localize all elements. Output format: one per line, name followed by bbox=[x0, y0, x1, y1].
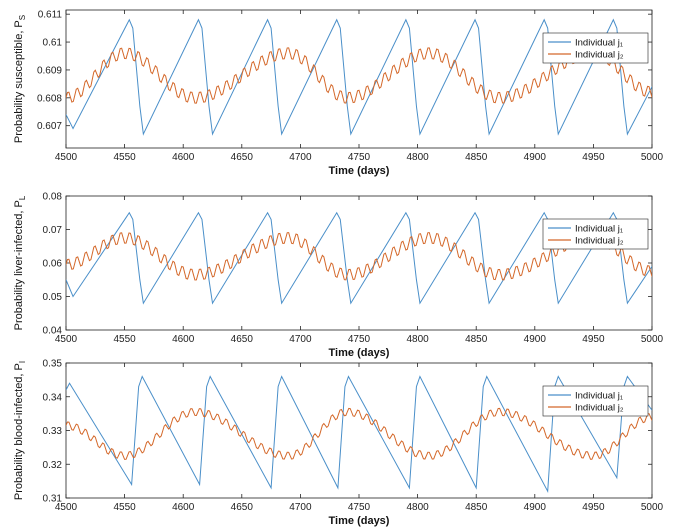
x-tick-label: 4900 bbox=[524, 502, 547, 513]
x-tick-label: 4600 bbox=[172, 152, 195, 163]
x-tick-label: 4900 bbox=[524, 334, 547, 345]
y-axis-label: Probability blood-infected, PI bbox=[13, 361, 27, 500]
y-tick-label: 0.04 bbox=[43, 326, 63, 337]
y-axis-label-text: Probability liver-infected, P bbox=[13, 200, 25, 330]
y-tick-label: 0.34 bbox=[43, 392, 63, 403]
x-tick-label: 4750 bbox=[348, 502, 371, 513]
x-tick-label: 4800 bbox=[406, 152, 429, 163]
x-tick-label: 4500 bbox=[55, 334, 78, 345]
y-tick-label: 0.33 bbox=[43, 426, 63, 437]
legend-box bbox=[542, 385, 649, 417]
series-line-j2 bbox=[66, 232, 652, 281]
x-axis-label: Time (days) bbox=[329, 515, 390, 527]
x-tick-label: 4750 bbox=[348, 334, 371, 345]
series-line-j1 bbox=[66, 211, 652, 305]
y-tick-label: 0.608 bbox=[37, 93, 62, 104]
x-tick-label: 4750 bbox=[348, 152, 371, 163]
x-tick-label: 4950 bbox=[582, 152, 605, 163]
x-tick-label: 4650 bbox=[231, 334, 254, 345]
x-tick-label: 4800 bbox=[406, 334, 429, 345]
y-tick-label: 0.31 bbox=[43, 494, 63, 505]
x-tick-label: 4600 bbox=[172, 334, 195, 345]
legend-box bbox=[542, 218, 649, 250]
y-tick-label: 0.07 bbox=[43, 225, 63, 236]
chart-panel-3: 4500 4550 4600 4650 4700 4750 4800 4850 4900 4950… bbox=[13, 359, 664, 528]
y-axis-label-text: Probability susceptible, P bbox=[13, 20, 25, 143]
x-tick-label: 4500 bbox=[55, 152, 78, 163]
x-tick-label: 4550 bbox=[113, 152, 136, 163]
x-tick-label: 4700 bbox=[289, 502, 312, 513]
x-tick-label: 4600 bbox=[172, 502, 195, 513]
legend-label-j2: Individual j₂ bbox=[575, 403, 624, 414]
legend-label-j1: Individual j₁ bbox=[575, 391, 623, 402]
x-tick-label: 4650 bbox=[231, 502, 254, 513]
y-tick-label: 0.61 bbox=[43, 38, 63, 49]
x-tick-label: 4700 bbox=[289, 334, 312, 345]
y-axis-label: Probability liver-infected, PL bbox=[13, 195, 27, 330]
axes-box bbox=[65, 195, 653, 331]
y-axis-label-subscript: L bbox=[18, 195, 27, 200]
y-tick-label: 0.06 bbox=[43, 259, 63, 270]
legend-label-j1: Individual j₁ bbox=[575, 38, 623, 49]
x-tick-label: 4800 bbox=[406, 502, 429, 513]
y-axis-label-text: Probability blood-infected, P bbox=[13, 363, 25, 500]
y-tick-label: 0.35 bbox=[43, 359, 63, 370]
x-axis-label: Time (days) bbox=[329, 347, 390, 359]
x-tick-label: 4550 bbox=[113, 502, 136, 513]
x-tick-label: 4500 bbox=[55, 502, 78, 513]
y-tick-label: 0.609 bbox=[37, 65, 62, 76]
x-tick-label: 5000 bbox=[641, 152, 664, 163]
x-axis-label: Time (days) bbox=[329, 165, 390, 177]
y-tick-label: 0.05 bbox=[43, 292, 63, 303]
x-tick-label: 4950 bbox=[582, 502, 605, 513]
series-line-j2 bbox=[66, 47, 652, 104]
axes-box bbox=[65, 362, 653, 499]
series-line-j1 bbox=[66, 375, 652, 494]
series-line-j1 bbox=[66, 18, 652, 136]
y-tick-label: 0.08 bbox=[43, 192, 63, 203]
x-tick-label: 4700 bbox=[289, 152, 312, 163]
x-tick-label: 5000 bbox=[641, 502, 664, 513]
chart-panel-2: 4500 4550 4600 4650 4700 4750 4800 4850 4900 4950… bbox=[13, 192, 664, 360]
x-tick-label: 4900 bbox=[524, 152, 547, 163]
x-tick-label: 4850 bbox=[465, 334, 488, 345]
y-tick-label: 0.611 bbox=[38, 10, 63, 21]
x-tick-label: 4850 bbox=[465, 152, 488, 163]
x-tick-label: 4850 bbox=[465, 502, 488, 513]
x-tick-label: 4950 bbox=[582, 334, 605, 345]
x-tick-label: 4550 bbox=[113, 334, 136, 345]
legend-box bbox=[542, 32, 649, 64]
axes-box bbox=[65, 9, 653, 149]
y-tick-label: 0.32 bbox=[43, 460, 63, 471]
y-tick-label: 0.607 bbox=[37, 121, 62, 132]
legend-label-j1: Individual j₁ bbox=[575, 224, 623, 235]
chart-panel-1: 4500 4550 4600 4650 4700 4750 4800 4850 4900 4950… bbox=[13, 9, 664, 177]
y-axis-label-subscript: S bbox=[18, 15, 27, 20]
x-tick-label: 5000 bbox=[641, 334, 664, 345]
x-tick-label: 4650 bbox=[231, 152, 254, 163]
legend-label-j2: Individual j₂ bbox=[575, 50, 624, 61]
y-axis-label-subscript: I bbox=[18, 361, 27, 363]
legend-label-j2: Individual j₂ bbox=[575, 236, 624, 247]
series-line-j2 bbox=[66, 407, 652, 460]
y-axis-label: Probability susceptible, PS bbox=[13, 15, 27, 143]
